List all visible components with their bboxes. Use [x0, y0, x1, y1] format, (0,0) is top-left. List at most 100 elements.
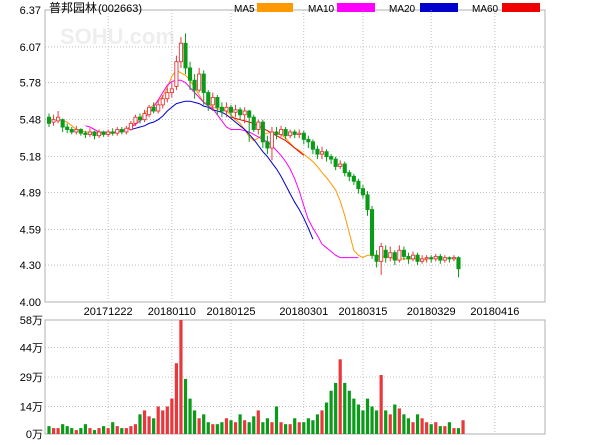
legend-swatch-ma5 [257, 3, 293, 12]
volume-bar [456, 428, 461, 434]
volume-bar [170, 398, 174, 434]
volume-tick-label: 0万 [26, 429, 43, 440]
volume-bar [297, 422, 301, 434]
candle-body-up [106, 131, 111, 135]
candle-body-up [133, 116, 138, 124]
candle-body-up [147, 106, 152, 116]
candle-body-up [115, 129, 120, 134]
volume-bar [238, 414, 242, 434]
volume-bar [443, 426, 447, 434]
price-tick-label: 5.48 [20, 115, 41, 127]
volume-bar [343, 382, 347, 434]
candle-body-down [219, 106, 224, 112]
candle-body-down [69, 129, 74, 133]
candle-body-down [306, 138, 311, 143]
candle-body-up [165, 92, 170, 100]
stock-code: (002663) [98, 3, 142, 15]
candle-body-down [83, 132, 88, 135]
candle-body-down [301, 132, 306, 140]
volume-bar [197, 418, 201, 434]
volume-bar [47, 426, 51, 434]
volume-bar [61, 424, 65, 434]
volume-bar [438, 426, 442, 434]
candle-body-down [238, 109, 243, 116]
candle-body-up [242, 110, 247, 116]
candle-body-up [297, 132, 302, 135]
volume-tick-label: 58万 [20, 315, 43, 327]
candle-body-down [260, 121, 265, 143]
candle-body-down [183, 42, 188, 69]
volume-bar [274, 406, 279, 434]
candle-body-up [420, 258, 425, 262]
candle-body-down [324, 151, 329, 158]
candle-body-down [360, 188, 366, 196]
legend-label-ma5: MA5 [234, 4, 255, 15]
candle-body-down [315, 148, 320, 155]
candle-body-up [269, 131, 275, 149]
candle-body-up [442, 257, 447, 261]
volume-bar [179, 320, 183, 434]
candle-body-up [233, 109, 238, 113]
candle-body-up [288, 131, 293, 137]
volume-bar [306, 418, 310, 434]
volume-bar [215, 424, 219, 434]
watermark-text: SOHU.com [60, 24, 175, 49]
volume-bar [161, 410, 165, 434]
candle-body-down [333, 158, 338, 167]
candle-body-up [433, 255, 438, 260]
candle-body-down [251, 116, 256, 130]
volume-bar [420, 418, 424, 434]
volume-bar [124, 428, 128, 434]
candle-body-up [51, 119, 56, 123]
price-tick-label: 4.00 [20, 297, 41, 309]
candle-body-down [92, 131, 97, 137]
volume-bar [111, 422, 115, 434]
volume-bar [183, 378, 188, 434]
volume-bar [334, 382, 338, 434]
candle-body-down [265, 141, 270, 149]
candle-body-up [224, 106, 229, 112]
date-tick-label: 20180110 [148, 306, 196, 318]
candle-body-up [197, 73, 202, 91]
legend-label-ma60: MA60 [472, 4, 499, 15]
volume-bar [233, 422, 238, 434]
candle-body-down [370, 209, 375, 256]
volume-bar [97, 428, 101, 434]
candle-body-down [374, 254, 379, 262]
candle-body-down [329, 156, 334, 160]
candle-body-up [338, 163, 343, 167]
candle-body-up [388, 252, 393, 259]
candle-body-up [74, 129, 79, 133]
price-tick-label: 5.18 [20, 152, 41, 164]
candle-body-down [46, 116, 52, 124]
volume-tick-label: 14万 [20, 401, 43, 413]
volume-bar [202, 414, 206, 434]
volume-bar [365, 398, 370, 434]
candle-body-up [142, 113, 147, 121]
candle-body-down [365, 194, 370, 211]
date-tick-label: 20180301 [279, 306, 328, 318]
candle-body-down [215, 97, 220, 108]
volume-bar [324, 402, 329, 434]
candle-body-down [456, 257, 461, 270]
candle-body-up [56, 116, 61, 122]
date-tick-label: 20180315 [338, 306, 387, 318]
volume-bar [220, 422, 224, 434]
volume-bar [247, 422, 251, 434]
volume-bar [65, 426, 69, 434]
candle-body-up [160, 98, 165, 106]
volume-bar [147, 416, 151, 434]
legend: MA5 MA10 MA20 MA60 [234, 3, 540, 15]
candle-body-down [283, 129, 288, 137]
volume-bar [352, 398, 356, 434]
legend-label-ma10: MA10 [308, 4, 335, 15]
volume-bar [302, 422, 306, 434]
candle-body-down [342, 163, 347, 174]
volume-bar [56, 428, 60, 434]
volume-bar [102, 426, 106, 434]
volume-bar [425, 422, 429, 434]
volume-bars [47, 320, 465, 434]
volume-bar [83, 424, 87, 434]
volume-bar [120, 428, 124, 434]
